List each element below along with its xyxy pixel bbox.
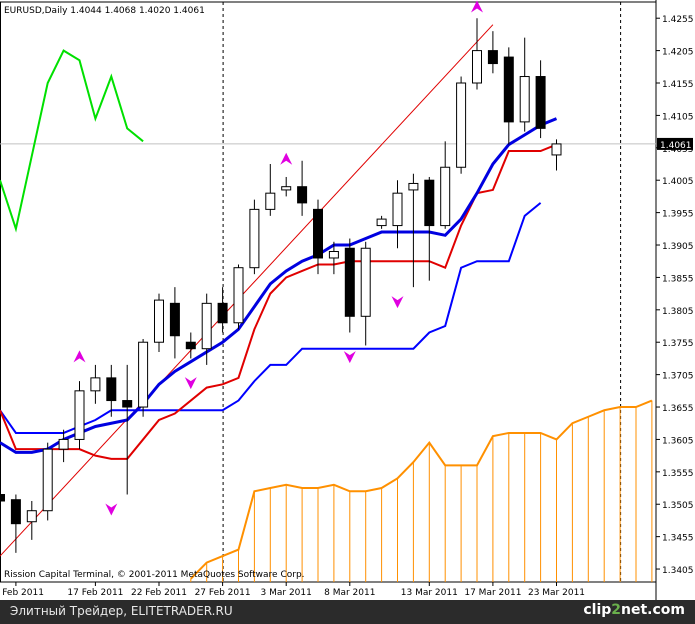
x-tick-label: 13 Feb 2011 [0, 588, 44, 598]
candle-body [328, 250, 339, 259]
candle-body [503, 56, 514, 123]
x-tick-label: 27 Feb 2011 [195, 588, 251, 598]
candle-body [138, 341, 149, 408]
candle-body [535, 76, 546, 129]
brand-logo: clip2net.com [583, 602, 685, 618]
x-tick-label: 13 Mar 2011 [401, 588, 458, 598]
y-tick-label: 1.4155 [662, 80, 694, 90]
candle-body [106, 377, 117, 402]
y-tick-label: 1.4255 [662, 15, 694, 25]
y-tick-label: 1.3805 [662, 307, 694, 317]
candle-body [472, 50, 482, 84]
y-tick-label: 1.3955 [662, 210, 694, 220]
current-price-tag [657, 137, 693, 150]
y-tick-label: 1.3505 [662, 501, 694, 511]
senkou-line [0, 202, 542, 434]
candle-body [26, 510, 37, 523]
candle-body [440, 166, 451, 227]
x-tick-label: 17 Mar 2011 [464, 588, 521, 598]
candle-body [297, 186, 308, 204]
chart-title: EURUSD,Daily 1.4044 1.4068 1.4020 1.4061 [4, 6, 205, 16]
candle-body [281, 186, 292, 191]
fractal-down-arrow [105, 503, 118, 516]
candle-body [344, 247, 355, 317]
copyright-text: Rission Capital Terminal, © 2001-2011 Me… [4, 570, 305, 580]
candle-body [360, 247, 371, 317]
candle-body [58, 438, 69, 450]
candle-body [376, 218, 387, 227]
y-tick-label: 1.3705 [662, 372, 694, 382]
candle-body [487, 50, 498, 65]
candle-body [122, 400, 133, 408]
y-tick-label: 1.3755 [662, 339, 694, 349]
candle-body [42, 448, 53, 512]
candle-body [10, 499, 21, 525]
tenkan-line [0, 117, 558, 454]
plot-frame [0, 1, 657, 583]
fractal-down-arrow [184, 377, 197, 390]
chart-area: 1.42551.42051.41551.41051.40551.40051.39… [0, 0, 694, 600]
footer-source-text: Элитный Трейдер, ELITETRADER.RU [10, 604, 233, 618]
candle-body [154, 299, 164, 343]
x-tick-label: 17 Feb 2011 [67, 588, 123, 598]
candle-body [0, 494, 5, 502]
y-tick-label: 1.3455 [662, 534, 694, 544]
y-tick-label: 1.4105 [662, 112, 694, 122]
trend-line [0, 24, 494, 557]
current-price-label: 1.4061 [660, 141, 692, 151]
y-tick-label: 1.4005 [662, 177, 694, 187]
fractal-up-arrow [73, 350, 86, 363]
y-tick-label: 1.4205 [662, 48, 694, 58]
kijun-line [0, 143, 557, 460]
x-tick-label: 3 Mar 2011 [261, 588, 312, 598]
x-tick-label: 23 Mar 2011 [528, 588, 585, 598]
candle-body [201, 302, 212, 350]
x-tick-label: 8 Mar 2011 [324, 588, 375, 598]
candle-body [313, 208, 323, 259]
chikou-line [0, 49, 144, 233]
fractal-down-arrow [343, 351, 356, 364]
y-tick-label: 1.3855 [662, 274, 694, 284]
candle-body [519, 76, 530, 123]
y-tick-label: 1.3555 [662, 469, 694, 479]
x-tick-label: 22 Feb 2011 [131, 588, 187, 598]
candle-body [551, 143, 562, 156]
candle-body [169, 302, 180, 337]
y-tick-label: 1.3905 [662, 242, 694, 252]
cloud-edge-line [190, 399, 653, 580]
fractal-down-arrow [391, 296, 404, 309]
candle-body [456, 82, 467, 168]
candle-body [265, 192, 276, 210]
candle-body [185, 341, 196, 350]
fractal-up-arrow [471, 0, 483, 13]
candle-body [217, 302, 228, 324]
candle-body [424, 179, 435, 227]
footer-bar: Элитный Трейдер, ELITETRADER.RU clip2net… [0, 600, 695, 624]
candle-body [392, 192, 403, 227]
candle-body [90, 377, 101, 392]
y-tick-label: 1.3605 [662, 436, 694, 446]
y-tick-label: 1.3655 [662, 404, 694, 414]
candle-body [408, 182, 419, 191]
candle-body [233, 267, 244, 324]
candle-body [74, 390, 85, 440]
candlestick-chart: 1.42551.42051.41551.41051.40551.40051.39… [0, 0, 694, 600]
y-tick-label: 1.3405 [662, 566, 694, 576]
fractal-up-arrow [280, 152, 293, 165]
candle-body [249, 208, 260, 269]
